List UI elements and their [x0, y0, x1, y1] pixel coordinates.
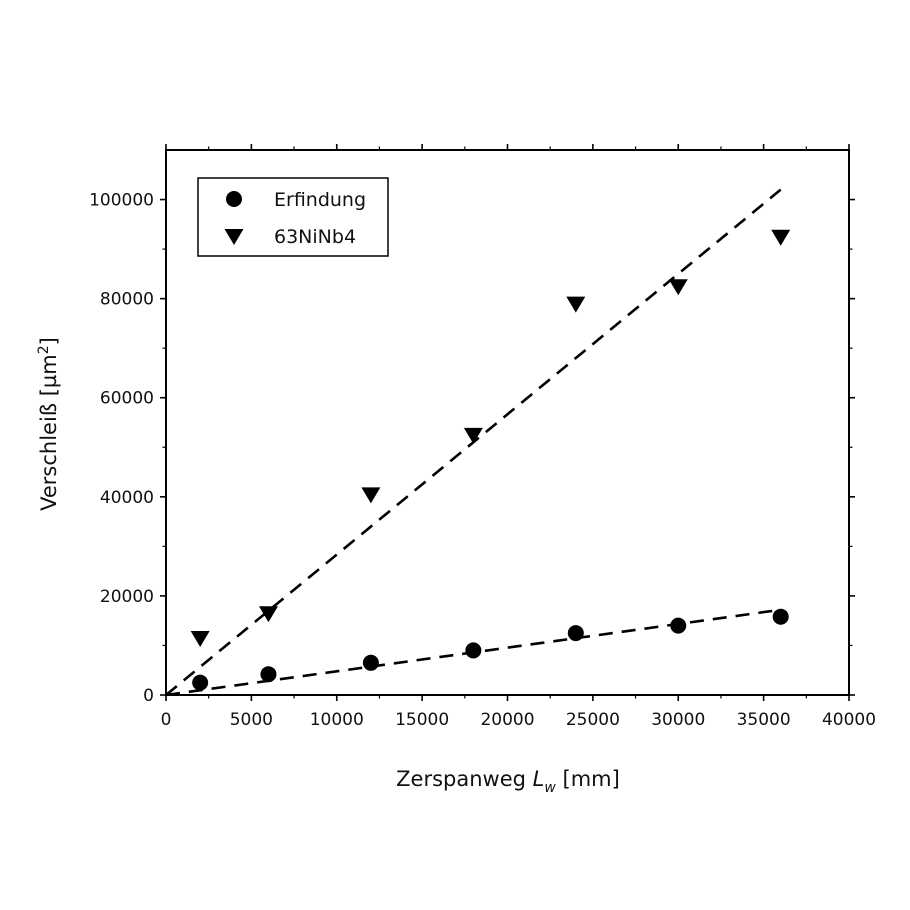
legend: Erfindung 63NiNb4 [197, 177, 389, 257]
legend-label-63ninb4: 63NiNb4 [274, 226, 356, 248]
x-tick-label: 40000 [822, 710, 876, 730]
x-tick-label: 25000 [566, 710, 620, 730]
legend-label-erfindung: Erfindung [274, 189, 366, 211]
y-tick-label: 60000 [100, 389, 154, 409]
data-point-erfindung [670, 617, 687, 634]
data-point-erfindung [567, 625, 584, 642]
data-point-63ninb4 [668, 279, 688, 296]
x-tick-label: 30000 [651, 710, 705, 730]
legend-box [197, 177, 389, 257]
y-tick-label: 100000 [89, 191, 154, 211]
x-tick-label: 0 [161, 710, 172, 730]
data-markers [190, 229, 791, 691]
x-axis-label: Zerspanweg Lw [mm] [396, 767, 620, 796]
data-point-63ninb4 [463, 427, 483, 444]
data-point-63ninb4 [566, 296, 586, 313]
x-tick-label: 35000 [737, 710, 791, 730]
data-point-erfindung [260, 666, 277, 683]
x-tick-label: 10000 [310, 710, 364, 730]
y-tick-label: 20000 [100, 587, 154, 607]
y-axis-label: Verschleiß [µm2] [36, 337, 61, 511]
data-point-63ninb4 [190, 631, 210, 648]
data-point-63ninb4 [361, 487, 381, 504]
x-tick-label: 20000 [480, 710, 534, 730]
data-point-63ninb4 [771, 229, 791, 246]
y-tick-label: 80000 [100, 290, 154, 310]
data-point-erfindung [362, 654, 379, 671]
data-point-erfindung [192, 674, 209, 691]
data-point-63ninb4 [258, 606, 278, 623]
axes: 0 5000 10000 15000 20000 25000 30000 35000 40000… [89, 144, 876, 730]
y-tick-label: 0 [143, 686, 154, 706]
data-point-erfindung [772, 608, 789, 625]
x-tick-label: 5000 [230, 710, 273, 730]
x-tick-label: 15000 [395, 710, 449, 730]
legend-marker-erfindung [226, 191, 242, 207]
y-tick-label: 40000 [100, 488, 154, 508]
legend-marker-63ninb4 [224, 229, 244, 245]
data-point-erfindung [465, 642, 482, 659]
